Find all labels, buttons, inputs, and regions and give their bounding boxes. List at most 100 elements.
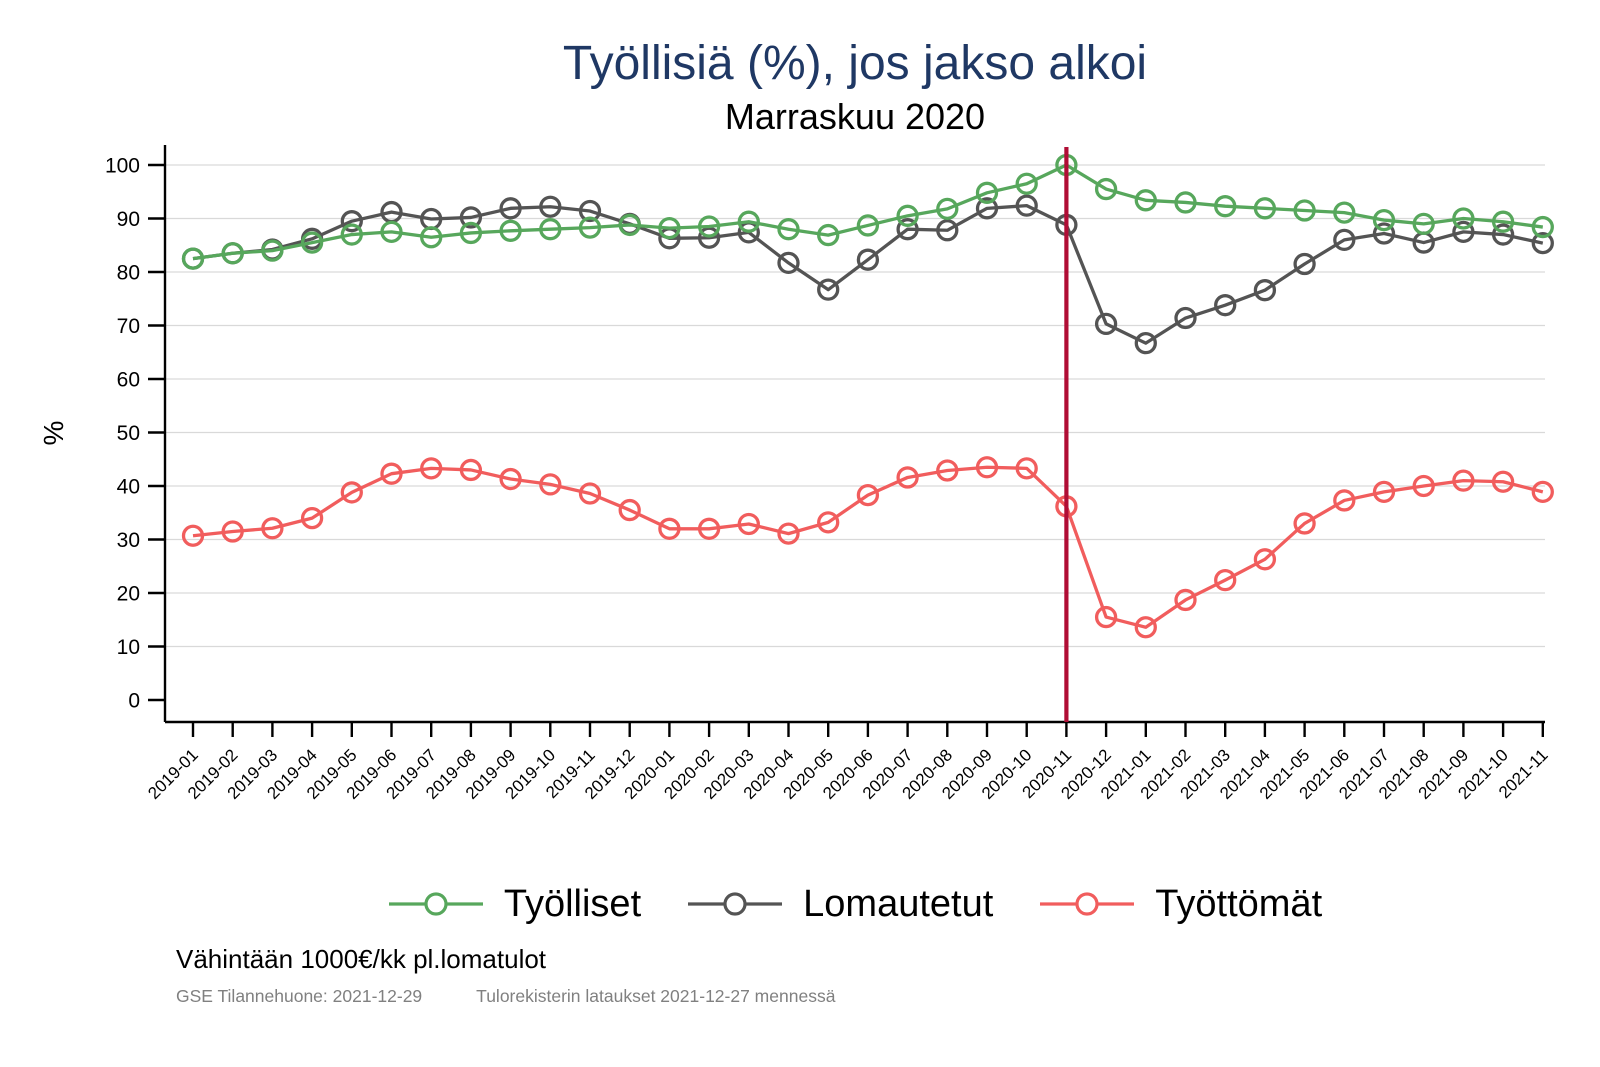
y-tick-label-30: 30	[117, 529, 140, 552]
data-point-ty-tt-m-t-2021-04	[1253, 548, 1277, 571]
legend-label-tyolliset: Työlliset	[503, 882, 642, 925]
data-point-ty-lliset-2020-06	[856, 214, 880, 237]
chart-title: Työllisiä (%), jos jakso alkoi	[562, 37, 1148, 90]
legend-item-tyolliset: Työlliset	[388, 883, 641, 926]
data-point-ty-lliset-2019-03	[261, 239, 284, 262]
data-point-ty-lliset-2020-07	[896, 204, 919, 227]
data-point-lomautetut-2020-02	[697, 226, 721, 249]
data-point-ty-tt-m-t-2021-05	[1293, 512, 1316, 535]
legend-marker-lomautetut	[688, 892, 783, 916]
y-tick-label-80: 80	[117, 262, 140, 285]
data-point-lomautetut-2020-12	[1094, 312, 1118, 336]
data-point-ty-lliset-2019-07	[420, 226, 443, 249]
chart-subtitle: Marraskuu 2020	[724, 96, 986, 137]
data-point-lomautetut-2021-09	[1452, 220, 1475, 244]
data-point-lomautetut-2020-08	[936, 219, 959, 242]
y-tick-label-60: 60	[117, 369, 140, 392]
data-point-ty-lliset-2019-10	[539, 218, 562, 241]
data-point-ty-lliset-2021-06	[1333, 201, 1356, 224]
data-point-ty-lliset-2019-12	[618, 213, 641, 237]
y-tick-label-40: 40	[117, 476, 140, 499]
legend-item-lomautetut: Lomautetut	[687, 883, 993, 926]
data-point-ty-lliset-2020-03	[737, 210, 760, 233]
data-point-ty-tt-m-t-2019-04	[300, 506, 324, 530]
y-tick-label-90: 90	[117, 208, 140, 231]
data-point-lomautetut-2020-10	[1015, 194, 1038, 217]
data-point-ty-lliset-2019-11	[578, 216, 602, 239]
data-point-lomautetut-2020-09	[975, 197, 999, 220]
data-point-ty-tt-m-t-2020-07	[896, 466, 919, 489]
data-point-ty-lliset-2021-10	[1491, 210, 1515, 233]
data-point-ty-tt-m-t-2021-11	[1531, 480, 1554, 504]
data-point-ty-tt-m-t-2021-08	[1412, 474, 1435, 498]
data-point-lomautetut-2020-06	[856, 248, 880, 271]
data-point-ty-lliset-2019-02	[221, 242, 244, 265]
data-point-ty-tt-m-t-2020-04	[777, 522, 800, 545]
y-tick-label-50: 50	[117, 422, 140, 445]
data-point-lomautetut-2021-03	[1214, 294, 1237, 317]
data-point-ty-tt-m-t-2019-09	[499, 467, 522, 491]
data-point-ty-lliset-2019-05	[340, 223, 363, 246]
data-point-ty-lliset-2020-10	[1015, 172, 1038, 195]
data-point-ty-lliset-2020-01	[658, 216, 681, 240]
y-tick-label-70: 70	[117, 315, 140, 338]
data-point-ty-tt-m-t-2020-03	[737, 512, 760, 536]
data-point-lomautetut-2021-10	[1491, 223, 1515, 246]
data-point-lomautetut-2021-06	[1333, 228, 1356, 252]
data-point-ty-lliset-2019-06	[380, 220, 403, 244]
data-point-ty-tt-m-t-2019-08	[459, 458, 483, 482]
data-point-ty-lliset-2019-08	[459, 221, 483, 245]
data-point-ty-lliset-2019-09	[499, 219, 522, 242]
y-tick-label-10: 10	[117, 636, 140, 659]
data-point-ty-lliset-2021-11	[1531, 215, 1554, 239]
data-point-ty-tt-m-t-2020-08	[936, 459, 959, 482]
data-point-ty-lliset-2021-04	[1253, 197, 1277, 220]
data-point-ty-tt-m-t-2019-03	[261, 517, 284, 540]
data-point-ty-lliset-2020-08	[936, 197, 959, 221]
data-point-ty-tt-m-t-2021-02	[1174, 588, 1197, 612]
data-point-ty-tt-m-t-2019-07	[420, 457, 443, 480]
legend-marker-tyottomat	[1040, 892, 1135, 916]
data-point-lomautetut-2020-04	[777, 251, 800, 275]
data-point-ty-lliset-2020-12	[1094, 177, 1118, 201]
series-line-lomautetut	[192, 204, 1544, 345]
footnote: Vähintään 1000€/kk pl.lomatulot	[176, 944, 547, 974]
data-point-ty-lliset-2021-09	[1452, 207, 1475, 230]
source-line: GSE Tilannehuone: 2021-12-29 Tulorekister…	[176, 986, 835, 1007]
data-point-ty-lliset-2020-04	[777, 218, 800, 241]
data-point-lomautetut-2019-09	[499, 197, 522, 220]
data-point-ty-tt-m-t-2021-03	[1214, 569, 1237, 592]
legend-circle-icon-tyottomat	[1075, 892, 1099, 916]
data-point-ty-lliset-2021-07	[1372, 208, 1396, 232]
data-point-lomautetut-2019-10	[539, 195, 562, 218]
y-tick-label-100: 100	[105, 155, 140, 178]
source-right: Tulorekisterin lataukset 2021-12-27 menn…	[476, 986, 836, 1006]
data-point-ty-tt-m-t-2020-02	[697, 517, 721, 540]
data-point-ty-lliset-2021-05	[1293, 199, 1316, 222]
data-point-ty-lliset-2020-05	[817, 223, 840, 247]
y-tick-label-0: 0	[128, 690, 140, 713]
data-point-lomautetut-2021-05	[1293, 252, 1316, 276]
legend-label-lomautetut: Lomautetut	[803, 882, 994, 925]
legend: Työlliset Lomautetut Työttömät	[110, 872, 1600, 936]
data-point-lomautetut-2020-07	[896, 218, 919, 241]
data-point-ty-tt-m-t-2021-01	[1134, 616, 1157, 639]
legend-circle-icon-tyolliset	[424, 892, 448, 916]
data-point-lomautetut-2019-08	[459, 206, 483, 229]
data-point-ty-tt-m-t-2019-11	[578, 482, 602, 505]
data-point-ty-lliset-2020-09	[975, 181, 999, 204]
y-tick-label-20: 20	[117, 583, 140, 606]
data-point-lomautetut-2019-11	[578, 199, 602, 223]
data-point-ty-tt-m-t-2019-02	[221, 520, 244, 543]
legend-marker-tyolliset	[388, 892, 483, 916]
data-point-ty-tt-m-t-2019-06	[380, 462, 403, 485]
data-point-ty-tt-m-t-2020-10	[1015, 457, 1038, 480]
data-point-lomautetut-2021-07	[1372, 222, 1396, 245]
y-axis-title: %	[38, 421, 69, 446]
data-point-ty-tt-m-t-2021-07	[1372, 480, 1396, 504]
data-point-ty-tt-m-t-2020-12	[1094, 605, 1118, 629]
chart-svg: 01020304050607080901002019-012019-022019…	[38, 145, 1554, 803]
data-point-lomautetut-2021-11	[1531, 231, 1554, 255]
data-point-ty-tt-m-t-2021-09	[1452, 469, 1475, 492]
data-point-ty-tt-m-t-2021-10	[1491, 470, 1515, 493]
